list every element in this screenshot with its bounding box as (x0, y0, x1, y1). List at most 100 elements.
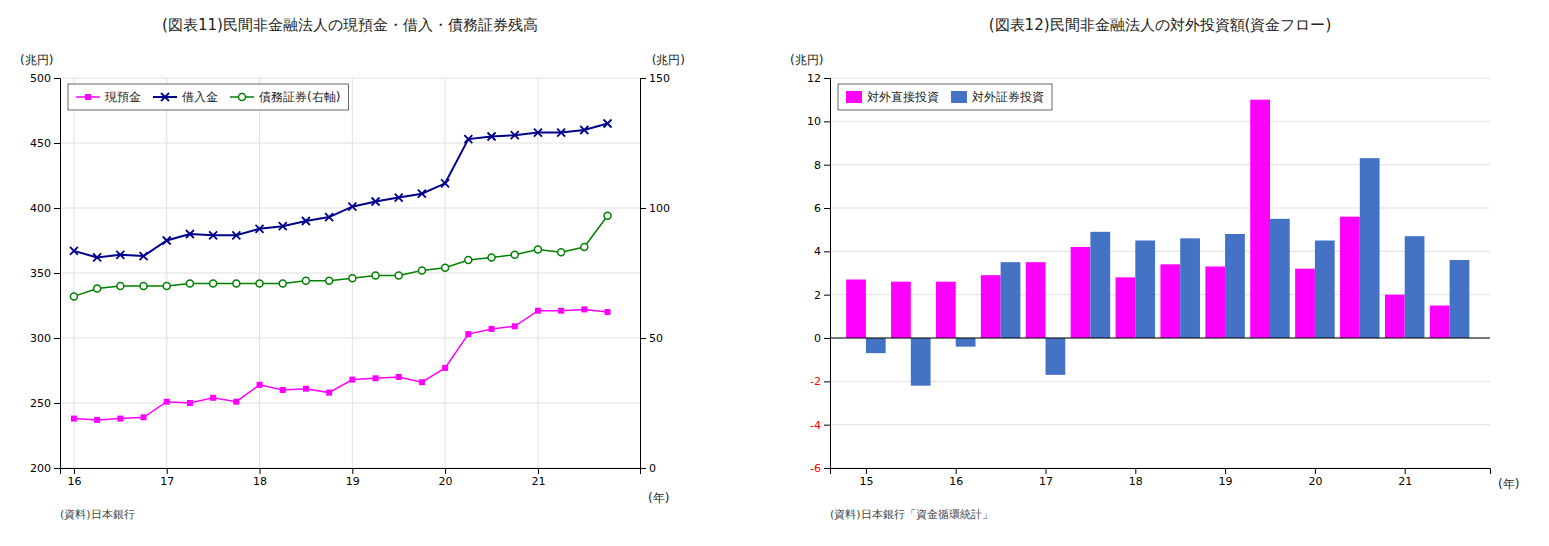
legend-item: 対外証券投資 (951, 90, 1044, 104)
tick-label: 21 (1398, 475, 1412, 488)
tick: 12 (807, 72, 830, 85)
tick-mark (824, 425, 830, 426)
tick: 4 (814, 245, 830, 258)
tick-mark (824, 251, 830, 252)
tick: 16 (949, 468, 963, 488)
bar (1071, 247, 1091, 338)
bar (866, 338, 886, 353)
bar (1430, 306, 1450, 339)
legend-label: 対外証券投資 (972, 90, 1044, 104)
tick-label: 450 (30, 137, 51, 150)
tick-mark (1405, 468, 1406, 474)
marker (441, 179, 449, 187)
tick-label: 8 (814, 159, 821, 172)
grid-line (60, 403, 640, 404)
tick: 17 (1039, 468, 1053, 488)
legend-frame (68, 84, 348, 110)
marker (418, 190, 426, 198)
marker (488, 254, 495, 261)
marker (465, 257, 472, 264)
marker (303, 386, 309, 392)
marker (163, 237, 171, 245)
source: (資料)日本銀行「資金循環統計」 (830, 508, 993, 521)
bar (956, 338, 976, 347)
tick-mark (74, 468, 75, 474)
tick: 15 (859, 468, 873, 488)
tick-label: 18 (253, 475, 267, 488)
tick: 2 (814, 289, 830, 302)
grid-line (830, 208, 1490, 209)
tick-label: 10 (807, 115, 821, 128)
bar (1090, 232, 1110, 338)
tick-label: 250 (30, 397, 51, 410)
tick-mark (167, 468, 168, 474)
tick-label: 4 (814, 245, 821, 258)
marker (395, 272, 402, 279)
axis-line (831, 469, 1491, 475)
bar (911, 338, 931, 386)
tick: 50 (640, 332, 663, 345)
grid-line (60, 143, 640, 144)
axis-line (54, 79, 61, 469)
tick: -2 (810, 375, 830, 388)
chart: 1617181920212002503003504004505000501001… (20, 16, 685, 521)
tick-mark (640, 208, 646, 209)
tick: 19 (346, 468, 360, 488)
bar (1225, 234, 1245, 338)
tick-mark (445, 468, 446, 474)
bar (846, 280, 866, 339)
legend-label: 対外直接投資 (867, 90, 939, 104)
tick: -4 (810, 419, 830, 432)
marker (534, 129, 542, 137)
grid-line (445, 78, 446, 468)
line (74, 309, 608, 420)
marker (557, 129, 565, 137)
marker (163, 283, 170, 290)
tick-mark (640, 78, 646, 79)
tick-label: 100 (649, 202, 670, 215)
plot-area (70, 120, 612, 423)
tick-label: 19 (1219, 475, 1233, 488)
grid-line (60, 78, 640, 79)
legend-marker (85, 94, 91, 100)
marker (70, 247, 78, 255)
marker (558, 308, 564, 314)
marker (348, 203, 356, 211)
tick: 500 (30, 72, 60, 85)
tick-label: 18 (1129, 475, 1143, 488)
grid-line (259, 78, 260, 468)
bar (1046, 338, 1066, 375)
legend: 現預金借入金債務証券(右軸) (68, 84, 348, 110)
tick-mark (824, 295, 830, 296)
series (71, 306, 611, 423)
grid-line (166, 78, 167, 468)
tick-mark (54, 273, 60, 274)
marker (302, 217, 310, 225)
x-axis: 161718192021 (61, 468, 641, 488)
tick-mark (824, 468, 830, 469)
marker (604, 212, 611, 219)
title: (図表12)民間非金融法人の対外投資額(資金フロー) (989, 16, 1332, 34)
bar (1270, 219, 1290, 338)
legend-label: 債務証券(右軸) (259, 90, 340, 104)
marker (489, 326, 495, 332)
tick: 450 (30, 137, 60, 150)
tick-label: 16 (67, 475, 81, 488)
marker (372, 198, 380, 206)
tick-label: 12 (807, 72, 821, 85)
tick: 20 (1308, 468, 1322, 488)
tick: 21 (1398, 468, 1412, 488)
marker (141, 414, 147, 420)
tick-label: 2 (814, 289, 821, 302)
tick: 6 (814, 202, 830, 215)
grid-line (830, 78, 1490, 79)
series (846, 100, 1449, 338)
tick-label: 0 (814, 332, 821, 345)
bar (1295, 269, 1315, 338)
marker (187, 400, 193, 406)
legend-marker (239, 94, 246, 101)
tick: 0 (814, 332, 830, 345)
marker (209, 231, 217, 239)
tick-label: 20 (1308, 475, 1322, 488)
marker (70, 293, 77, 300)
